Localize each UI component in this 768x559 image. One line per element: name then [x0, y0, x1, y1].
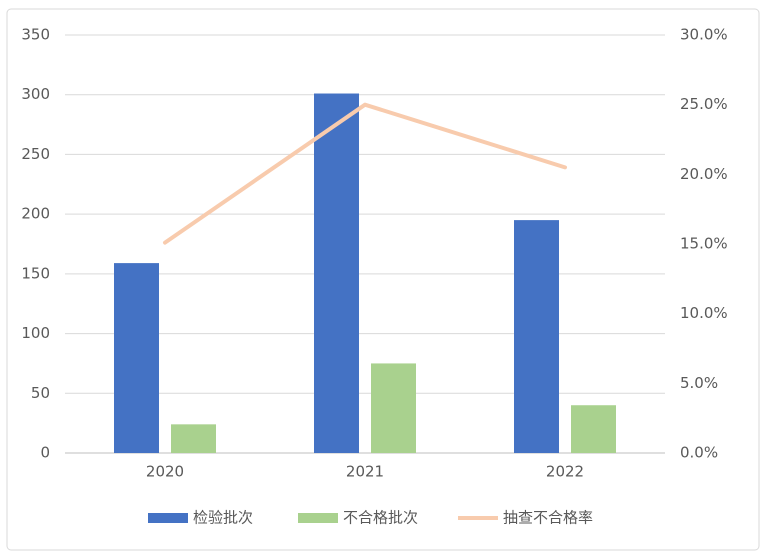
- y-tick-label: 300: [21, 85, 50, 103]
- bar: [514, 220, 559, 453]
- y2-tick-label: 0.0%: [680, 444, 718, 462]
- y-tick-label: 200: [21, 205, 50, 223]
- x-tick-label: 2021: [346, 463, 384, 481]
- y-tick-label: 350: [21, 26, 50, 44]
- bar: [171, 424, 216, 453]
- line: [163, 102, 567, 245]
- x-tick-label: 2020: [146, 463, 184, 481]
- y2-tick-label: 10.0%: [680, 304, 728, 322]
- y2-tick-label: 20.0%: [680, 165, 728, 183]
- y2-tick-label: 30.0%: [680, 26, 728, 44]
- bar: [571, 405, 616, 453]
- y-tick-label: 250: [21, 145, 50, 163]
- y-tick-label: 50: [31, 384, 50, 402]
- y-tick-label: 100: [21, 324, 50, 342]
- y-tick-label: 0: [40, 444, 50, 462]
- legend-label: 检验批次: [193, 509, 253, 527]
- legend-label: 不合格批次: [343, 509, 418, 527]
- y2-tick-label: 15.0%: [680, 235, 728, 253]
- x-tick-label: 2022: [546, 463, 584, 481]
- legend-swatch: [148, 513, 188, 523]
- legend-label: 抽查不合格率: [503, 509, 593, 527]
- y-tick-label: 150: [21, 264, 50, 282]
- bar: [371, 363, 416, 453]
- bar: [114, 263, 159, 453]
- y2-tick-label: 25.0%: [680, 95, 728, 113]
- bar: [314, 93, 359, 454]
- y2-tick-label: 5.0%: [680, 374, 718, 392]
- legend-swatch: [298, 513, 338, 523]
